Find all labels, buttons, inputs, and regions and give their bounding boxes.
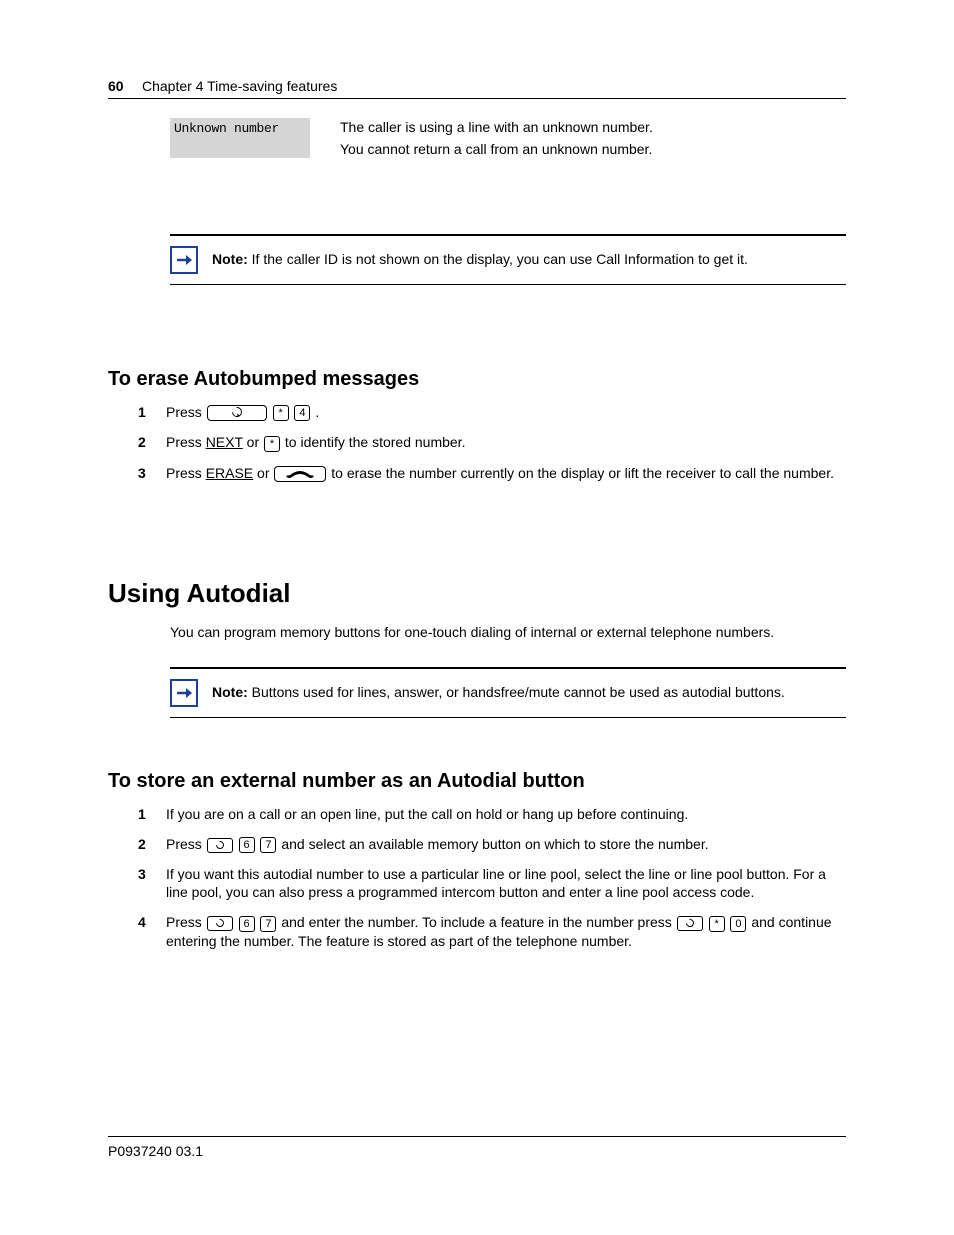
note-body: If the caller ID is not shown on the dis…: [252, 251, 748, 267]
heading-using-autodial: Using Autodial: [108, 578, 846, 609]
step-number: 3: [138, 464, 152, 482]
step-number: 3: [138, 865, 152, 883]
lcd-display: Unknown number: [170, 118, 310, 158]
softkey-erase: ERASE: [206, 465, 253, 481]
footer-rule: [108, 1136, 846, 1137]
six-key-icon: 6: [239, 837, 255, 853]
step-number: 2: [138, 835, 152, 853]
note-arrow-icon: [170, 679, 198, 707]
feature-key-icon: [207, 916, 233, 931]
star-key-icon: *: [709, 916, 725, 932]
star-key-icon: *: [264, 436, 280, 452]
ext-step3: If you want this autodial number to use …: [166, 865, 846, 901]
note2-title: Note:: [212, 684, 248, 700]
header-rule: [108, 98, 846, 99]
ext-step4-mid: and enter the number. To include a featu…: [281, 914, 675, 930]
note-rule-bottom: [170, 284, 846, 286]
chapter-heading: Chapter 4 Time-saving features: [142, 78, 337, 94]
lcd-caption-line1: The caller is using a line with an unkno…: [340, 118, 653, 136]
note2-rule-bottom: [170, 717, 846, 719]
heading-store-external: To store an external number as an Autodi…: [108, 770, 846, 793]
step-2-body: Press NEXT or * to identify the stored n…: [166, 433, 846, 451]
handset-key-icon: [274, 466, 326, 482]
note2-body: Buttons used for lines, answer, or hands…: [252, 684, 785, 700]
ext-step1: If you are on a call or an open line, pu…: [166, 805, 846, 823]
step2-mid: or: [243, 434, 263, 450]
ext-step4-pre: Press: [166, 914, 206, 930]
ext-step1-b: , put the call on hold or hang up before…: [377, 806, 688, 822]
step-number: 4: [138, 913, 152, 931]
ext-step2-post: and select an available memory button on…: [281, 836, 708, 852]
step-3-body: Press ERASE or to erase the number curre…: [166, 464, 846, 482]
heading-erase-autobumped: To erase Autobumped messages: [108, 368, 846, 391]
step2-post: to identify the stored number.: [281, 434, 465, 450]
ext-step1-a: If you are on a call or an open line: [166, 806, 377, 822]
step1-post: .: [315, 404, 319, 420]
seven-key-icon: 7: [260, 916, 276, 932]
softkey-next: NEXT: [206, 434, 243, 450]
autodial-paragraph: You can program memory buttons for one-t…: [170, 623, 846, 641]
note-title: Note:: [212, 251, 248, 267]
step-number: 1: [138, 805, 152, 823]
step3-mida: or: [253, 465, 273, 481]
four-key-icon: 4: [294, 405, 310, 421]
ext-step4: Press 6 7 and enter the number. To inclu…: [166, 913, 846, 949]
step3-pre: Press: [166, 465, 206, 481]
ext-step2-pre: Press: [166, 836, 206, 852]
feature-key-icon: [677, 916, 703, 931]
page-number: 60: [108, 78, 124, 94]
step2-pre: Press: [166, 434, 206, 450]
ext-step2: Press 6 7 and select an available memory…: [166, 835, 846, 853]
step3-midb: to erase the number currently on the dis…: [327, 465, 834, 481]
lcd-caption: The caller is using a line with an unkno…: [340, 118, 653, 158]
step-number: 1: [138, 403, 152, 421]
seven-key-icon: 7: [260, 837, 276, 853]
feature-key-icon: [207, 838, 233, 853]
step1-pre: Press: [166, 404, 206, 420]
step-number: 2: [138, 433, 152, 451]
footer-code: P0937240 03.1: [108, 1143, 203, 1159]
six-key-icon: 6: [239, 916, 255, 932]
note-arrow-icon: [170, 246, 198, 274]
lcd-caption-line2: You cannot return a call from an unknown…: [340, 140, 653, 158]
zero-key-icon: 0: [730, 916, 746, 932]
step-1-body: Press * 4 .: [166, 403, 846, 421]
feature-key-icon: [207, 405, 267, 421]
star-key-icon: *: [273, 405, 289, 421]
